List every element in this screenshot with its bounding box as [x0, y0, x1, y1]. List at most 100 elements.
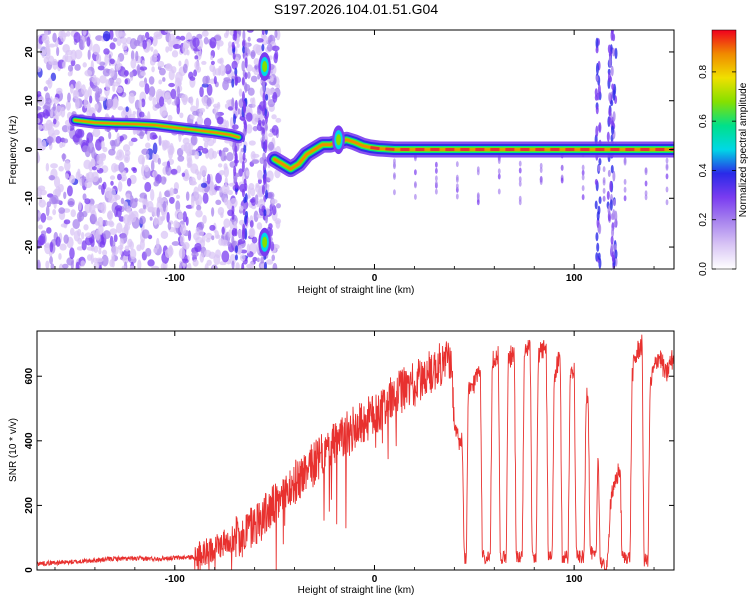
- noise-blob: [130, 137, 138, 143]
- noise-blob: [83, 97, 88, 109]
- noise-blob: [169, 187, 175, 196]
- noise-blob: [72, 134, 81, 143]
- streak-blob: [609, 180, 613, 192]
- noise-blob: [117, 106, 124, 111]
- noise-blob: [43, 243, 51, 249]
- streak-blob: [231, 78, 235, 88]
- noise-blob: [103, 48, 110, 55]
- streak-blob: [609, 199, 613, 211]
- noise-blob: [269, 75, 274, 83]
- noise-blob: [207, 138, 215, 147]
- noise-blob: [165, 165, 170, 173]
- noise-blob: [271, 125, 279, 136]
- noise-blob: [171, 241, 180, 246]
- snr-ytick-label: 400: [24, 432, 35, 449]
- noise-blob: [62, 153, 66, 162]
- streak-blob: [231, 260, 235, 269]
- noise-blob: [158, 67, 166, 76]
- streak-blob: [234, 228, 238, 237]
- streak-blob: [242, 39, 246, 48]
- noise-blob: [219, 187, 223, 193]
- streak-blob: [261, 30, 265, 36]
- noise-blob: [67, 71, 73, 77]
- noise-blob: [122, 254, 130, 264]
- noise-blob: [97, 65, 105, 71]
- noise-blob: [221, 250, 230, 263]
- noise-blob: [179, 112, 184, 119]
- noise-blob: [228, 229, 233, 238]
- noise-blob: [90, 246, 95, 252]
- noise-blob: [109, 175, 116, 180]
- noise-blob: [202, 192, 209, 204]
- noise-blob: [148, 86, 156, 98]
- noise-blob: [216, 42, 221, 51]
- noise-blob: [51, 194, 59, 205]
- noise-blob: [124, 245, 130, 252]
- noise-blob: [82, 30, 87, 36]
- noise-blob: [267, 191, 275, 199]
- noise-blob: [83, 224, 89, 231]
- noise-blob: [46, 42, 50, 55]
- noise-blob: [228, 182, 235, 187]
- noise-blob: [109, 67, 115, 78]
- streak-blob: [608, 55, 612, 68]
- noise-blob: [91, 166, 97, 171]
- noise-blob: [53, 118, 57, 125]
- streak-blob: [244, 193, 248, 203]
- streak-blob: [245, 210, 249, 219]
- noise-blob: [257, 169, 263, 180]
- noise-blob: [194, 168, 199, 176]
- spectrogram-xtick-label: -100: [165, 273, 185, 284]
- noise-blob: [201, 30, 209, 37]
- colorbar-tick-label: 0.4: [698, 163, 709, 177]
- noise-blob: [138, 80, 146, 88]
- streak-blob: [263, 99, 267, 110]
- noise-blob: [221, 184, 230, 195]
- noise-blob: [94, 90, 101, 103]
- noise-blob: [81, 174, 85, 187]
- noise-blob: [189, 180, 197, 186]
- noise-blob: [100, 140, 105, 150]
- streak-blob: [235, 181, 239, 189]
- noise-blob: [193, 69, 198, 77]
- noise-blob: [190, 135, 198, 146]
- noise-blob: [115, 207, 122, 218]
- noise-blob: [176, 165, 182, 174]
- noise-blob: [132, 110, 137, 116]
- noise-blob: [241, 60, 245, 72]
- noise-blob: [87, 141, 95, 154]
- noise-blob: [138, 208, 144, 214]
- streak-blob: [610, 65, 614, 77]
- noise-blob: [199, 165, 208, 176]
- streak-blob: [263, 261, 267, 269]
- noise-blob: [37, 259, 41, 269]
- streak-blob: [264, 122, 268, 131]
- streak-blob: [455, 161, 459, 168]
- noise-blob: [196, 204, 202, 211]
- noise-blob: [171, 50, 179, 58]
- noise-blob: [123, 51, 128, 56]
- noise-blob: [41, 139, 47, 150]
- noise-blob: [203, 37, 209, 45]
- streak-blob: [613, 221, 617, 228]
- noise-blob: [275, 219, 281, 229]
- noise-blob: [229, 253, 237, 266]
- noise-blob: [185, 216, 189, 226]
- noise-blob: [124, 78, 129, 85]
- noise-blob: [62, 61, 66, 69]
- noise-blob: [37, 43, 42, 49]
- streak-blob: [595, 37, 599, 49]
- noise-blob: [139, 215, 146, 225]
- streak-blob: [610, 242, 614, 254]
- noise-blob: [196, 116, 204, 126]
- snr-xtick-label: 0: [372, 574, 378, 585]
- noise-blob: [97, 203, 105, 211]
- noise-blob: [139, 131, 144, 140]
- streak-blob: [393, 172, 396, 179]
- noise-blob: [91, 77, 98, 83]
- noise-blob: [152, 142, 158, 155]
- noise-blob: [141, 148, 150, 155]
- noise-blob: [83, 159, 92, 170]
- noise-blob: [84, 69, 93, 77]
